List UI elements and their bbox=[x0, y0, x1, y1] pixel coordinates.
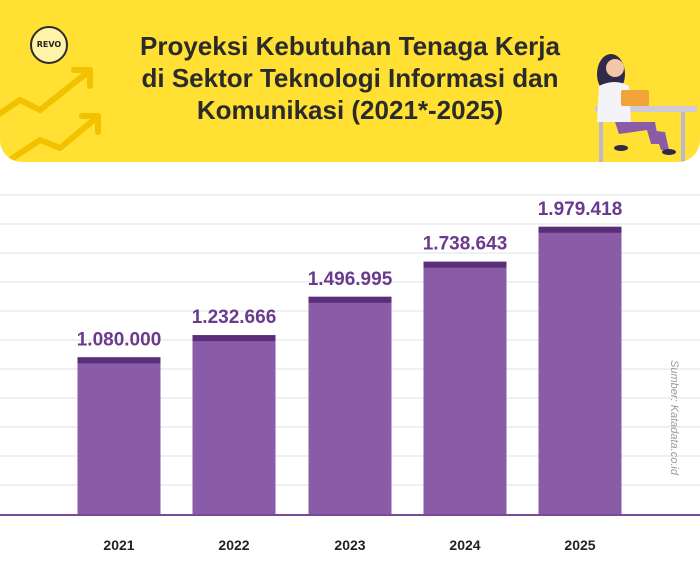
x-tick-label-2022: 2022 bbox=[218, 537, 249, 553]
bar-2021 bbox=[77, 357, 161, 514]
data-label-2021: 1.080.000 bbox=[77, 329, 162, 350]
x-tick-label-2025: 2025 bbox=[564, 537, 595, 553]
revo-logo: REVO bbox=[30, 26, 68, 64]
data-label-2025: 1.979.418 bbox=[538, 199, 623, 220]
bar-cap-2023 bbox=[308, 296, 392, 303]
title-line-1: Proyeksi Kebutuhan Tenaga Kerja bbox=[140, 31, 560, 61]
bar-cap-2025 bbox=[538, 226, 622, 233]
page-title: Proyeksi Kebutuhan Tenaga Kerja di Sekto… bbox=[100, 30, 600, 126]
data-label-2024: 1.738.643 bbox=[423, 234, 508, 255]
x-tick-label-2021: 2021 bbox=[103, 537, 134, 553]
bar-chart: 1.080.000 2021 1.232.666 2022 1.496.995 2023 1… bbox=[0, 194, 700, 553]
bar-2023 bbox=[308, 296, 392, 514]
bar-cap-2024 bbox=[423, 261, 507, 268]
data-label-2023: 1.496.995 bbox=[308, 269, 393, 290]
x-tick-label-2024: 2024 bbox=[449, 537, 480, 553]
source-note: Sumber: Katadata.co.id bbox=[668, 360, 680, 475]
title-line-2: di Sektor Teknologi Informasi dan bbox=[141, 63, 559, 93]
header-banner: REVO Proyeksi Kebutuhan Tenaga Kerja di … bbox=[0, 0, 700, 162]
bar-cap-2021 bbox=[77, 357, 161, 364]
bar-cap-2022 bbox=[192, 335, 276, 342]
title-line-3: Komunikasi (2021*-2025) bbox=[196, 95, 504, 125]
x-tick-label-2023: 2023 bbox=[334, 537, 365, 553]
trend-arrows-icon bbox=[0, 67, 101, 162]
woman-laptop-illustration bbox=[595, 54, 697, 162]
bar-2024 bbox=[423, 261, 507, 514]
bar-2025 bbox=[538, 226, 622, 515]
data-label-2022: 1.232.666 bbox=[192, 307, 277, 328]
logo-text: REVO bbox=[36, 40, 62, 49]
bar-2022 bbox=[192, 335, 276, 514]
